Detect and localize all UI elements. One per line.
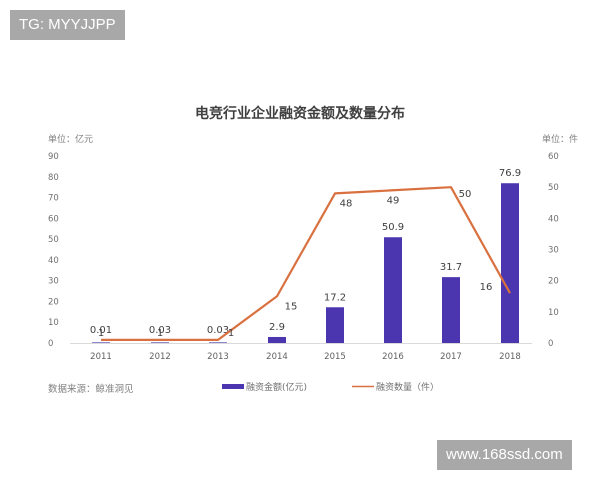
line-data-labels: 1 1 1 15 48 49 50 16: [98, 189, 493, 339]
left-axis-tick: 10: [48, 318, 59, 328]
bar: [501, 183, 519, 343]
x-axis-tick: 2015: [324, 352, 346, 362]
right-axis-tick: 50: [548, 183, 559, 193]
legend-bar-label: 融资金额(亿元): [246, 381, 307, 393]
right-axis-tick: 30: [548, 246, 559, 256]
legend-bar-swatch: [222, 384, 244, 389]
left-axis-unit: 单位：亿元: [48, 133, 93, 145]
left-axis-tick: 90: [48, 152, 59, 162]
right-axis: 0 10 20 30 40 50 60: [548, 152, 559, 349]
left-axis-tick: 60: [48, 214, 59, 224]
x-axis-tick: 2018: [499, 352, 521, 362]
x-axis: 2011 2012 2013 2014 2015 2016 2017 2018: [90, 352, 521, 362]
bar: [326, 307, 344, 343]
right-axis-tick: 0: [548, 339, 553, 349]
bar: [151, 342, 169, 343]
x-axis-tick: 2016: [382, 352, 404, 362]
line-data-label: 49: [387, 195, 400, 206]
bar-data-label: 2.9: [269, 322, 285, 333]
bar-data-label: 31.7: [440, 262, 462, 273]
x-axis-tick: 2017: [440, 352, 462, 362]
line-data-label: 1: [98, 328, 104, 339]
left-axis-tick: 30: [48, 277, 59, 287]
right-axis-tick: 10: [548, 308, 559, 318]
bar: [92, 342, 110, 343]
bar-data-label: 0.03: [207, 325, 229, 336]
right-axis-tick: 60: [548, 152, 559, 162]
line-data-label: 50: [459, 189, 472, 200]
watermark-site: www.168ssd.com: [437, 440, 572, 470]
bar: [442, 277, 460, 343]
line-data-label: 1: [157, 328, 163, 339]
x-axis-tick: 2011: [90, 352, 112, 362]
bar: [209, 342, 227, 343]
bar-series: [92, 183, 519, 343]
bar-data-label: 0.01: [90, 325, 112, 336]
bar-data-labels: 0.01 0.03 0.03 2.9 17.2 50.9 31.7 76.9: [90, 168, 521, 336]
chart-title: 电竞行业企业融资金额及数量分布: [195, 105, 405, 122]
line-data-label: 1: [228, 328, 234, 339]
bar-data-label: 50.9: [382, 222, 404, 233]
line-series: [101, 186, 511, 341]
line-data-label: 16: [480, 282, 493, 293]
left-axis: 0 10 20 30 40 50 60 70 80 90: [48, 152, 59, 349]
left-axis-tick: 0: [48, 339, 53, 349]
left-axis-tick: 50: [48, 235, 59, 245]
legend-line-label: 融资数量（件）: [376, 381, 439, 393]
x-axis-tick: 2012: [149, 352, 171, 362]
left-axis-tick: 40: [48, 256, 59, 266]
bar: [268, 336, 286, 343]
right-axis-unit: 单位：件: [542, 133, 578, 145]
line-data-label: 15: [285, 301, 298, 312]
bar-data-label: 76.9: [499, 168, 521, 179]
line-data-label: 48: [340, 198, 353, 209]
watermark-tg: TG: MYYJJPP: [10, 10, 125, 40]
left-axis-tick: 70: [48, 194, 59, 204]
legend: 融资金额(亿元) 融资数量（件）: [222, 381, 439, 393]
left-axis-tick: 80: [48, 173, 59, 183]
data-source: 数据来源：鲸准洞见: [48, 383, 134, 395]
x-axis-tick: 2014: [266, 352, 288, 362]
right-axis-tick: 20: [548, 277, 559, 287]
right-axis-tick: 40: [548, 214, 559, 224]
bar-data-label: 17.2: [324, 292, 346, 303]
bar-data-label: 0.03: [149, 325, 171, 336]
left-axis-tick: 20: [48, 297, 59, 307]
bar: [384, 237, 402, 343]
x-axis-tick: 2013: [207, 352, 229, 362]
